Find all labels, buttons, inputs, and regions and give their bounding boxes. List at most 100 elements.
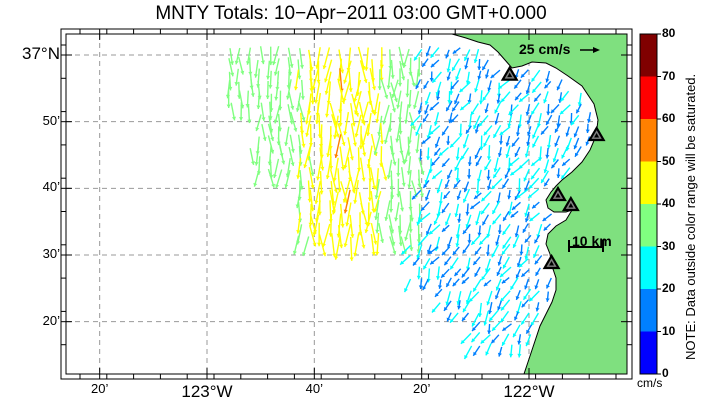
current-vector-head <box>314 200 319 204</box>
current-vector-head <box>436 189 441 194</box>
current-vector-head <box>265 95 270 99</box>
current-vector-head <box>547 144 552 149</box>
current-vector-head <box>415 149 420 154</box>
current-vector <box>325 71 332 95</box>
current-vector-head <box>514 196 519 200</box>
current-vector-head <box>466 266 471 271</box>
current-vector <box>294 69 300 91</box>
current-vector-head <box>371 251 376 256</box>
current-vector-head <box>444 261 449 266</box>
current-vector-head <box>348 88 353 92</box>
current-vector-head <box>531 110 535 115</box>
current-vector-head <box>415 85 420 89</box>
current-vector-head <box>479 100 484 105</box>
current-vector-head <box>262 137 267 141</box>
current-vector-head <box>481 210 485 215</box>
current-vector-head <box>571 121 575 126</box>
current-vector-head <box>466 129 470 134</box>
current-vector <box>313 214 320 237</box>
current-vector-head <box>350 234 355 238</box>
current-vector-head <box>230 61 235 65</box>
current-vector-head <box>411 82 416 87</box>
current-vector <box>331 114 340 138</box>
current-vector <box>297 158 302 179</box>
current-vector-head <box>284 184 289 188</box>
current-vector-head <box>524 187 528 192</box>
current-vector-head <box>477 66 482 70</box>
current-vector-head <box>445 221 449 226</box>
current-vector-head <box>561 174 565 179</box>
current-vector-head <box>454 272 459 276</box>
current-vector-head <box>477 75 482 80</box>
current-vector-head <box>501 250 506 255</box>
current-vector-head <box>507 195 512 200</box>
current-vector-head <box>390 75 395 79</box>
current-vector <box>350 103 355 127</box>
current-vector-head <box>322 252 327 257</box>
current-vector-head <box>471 322 476 327</box>
km-scale-label: 10 km <box>572 233 612 249</box>
current-vector <box>334 236 341 260</box>
current-vector-head <box>512 206 516 210</box>
current-vector-head <box>516 194 521 198</box>
current-vector <box>347 137 354 161</box>
current-vector-head <box>339 244 344 249</box>
current-vector-head <box>552 158 557 163</box>
current-vector-head <box>392 108 396 113</box>
current-vector-head <box>441 209 446 213</box>
current-vector-head <box>421 140 426 144</box>
current-vector-head <box>310 172 315 176</box>
current-vector-head <box>429 130 434 135</box>
current-vector-head <box>452 250 457 255</box>
current-vector-head <box>408 229 413 233</box>
current-vector-head <box>515 132 520 137</box>
radar-site-center <box>555 193 561 198</box>
current-vector-head <box>471 240 476 245</box>
current-vector-head <box>454 166 459 171</box>
radar-site-center <box>507 72 513 78</box>
current-vector-head <box>492 210 496 214</box>
current-vector-head <box>289 120 294 125</box>
current-vector-head <box>266 75 271 80</box>
colorbar-block <box>640 76 657 119</box>
current-vector-head <box>443 194 448 199</box>
current-vector <box>369 68 376 91</box>
current-vector <box>303 146 311 169</box>
current-vector-head <box>446 283 450 287</box>
current-vector <box>390 191 393 213</box>
current-vector-head <box>458 133 463 137</box>
current-vector-head <box>534 285 539 290</box>
current-vector-head <box>351 122 356 127</box>
current-vector-head <box>273 71 278 76</box>
current-vector-head <box>446 76 451 81</box>
current-vector-head <box>423 183 428 188</box>
current-vector-head <box>543 226 548 231</box>
current-vector <box>376 232 380 256</box>
current-vector-head <box>409 247 414 251</box>
current-vector-head <box>482 221 486 226</box>
current-vector-head <box>246 61 250 65</box>
current-vector-head <box>334 154 339 158</box>
current-vector <box>329 213 333 237</box>
colorbar-block <box>640 161 657 204</box>
current-vector-head <box>392 250 397 255</box>
current-vector-head <box>542 217 547 221</box>
current-vector-head <box>525 90 530 95</box>
current-vector-head <box>395 138 400 143</box>
current-vector-head <box>500 297 505 302</box>
current-vector-head <box>272 174 277 178</box>
current-vector <box>337 168 341 193</box>
current-vector <box>326 156 332 180</box>
current-vectors <box>225 45 592 360</box>
current-vector <box>322 223 331 248</box>
current-vector-head <box>384 217 389 221</box>
current-vector-head <box>418 218 423 223</box>
current-vector <box>346 202 352 227</box>
current-vector-head <box>524 153 529 158</box>
current-vector-head <box>442 131 446 136</box>
current-vector <box>326 134 332 158</box>
current-vector <box>354 179 359 204</box>
current-vector-head <box>340 69 345 74</box>
current-vector-head <box>456 195 461 200</box>
current-vector-head <box>515 274 520 279</box>
